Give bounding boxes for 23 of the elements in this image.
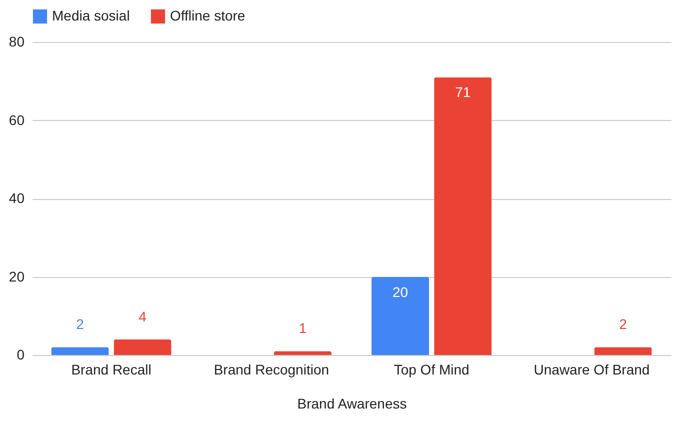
x-tick-label: Top Of Mind: [394, 362, 470, 378]
legend-label: Media sosial: [52, 7, 130, 24]
data-label: 4: [138, 308, 147, 324]
legend-label: Offline store: [170, 7, 246, 24]
data-label: 2: [619, 316, 628, 332]
bar: [372, 276, 430, 355]
x-tick-label: Unaware Of Brand: [534, 362, 650, 378]
x-tick-label: Brand Recognition: [214, 362, 330, 378]
bar: [114, 339, 172, 355]
x-axis-title: Brand Awareness: [297, 396, 407, 412]
y-tick-label: 0: [16, 346, 25, 362]
y-tick-label: 20: [8, 268, 25, 284]
data-label: 20: [392, 284, 408, 300]
x-tick-label: Brand Recall: [71, 362, 152, 378]
y-tick-label: 40: [8, 190, 25, 206]
bar: [594, 347, 652, 355]
y-tick-label: 60: [8, 112, 25, 128]
data-label: 71: [455, 84, 471, 100]
bar: [434, 77, 492, 355]
bar: [51, 347, 109, 355]
data-label: 2: [76, 316, 84, 332]
y-tick-label: 80: [8, 34, 25, 50]
data-label: 1: [298, 320, 307, 336]
